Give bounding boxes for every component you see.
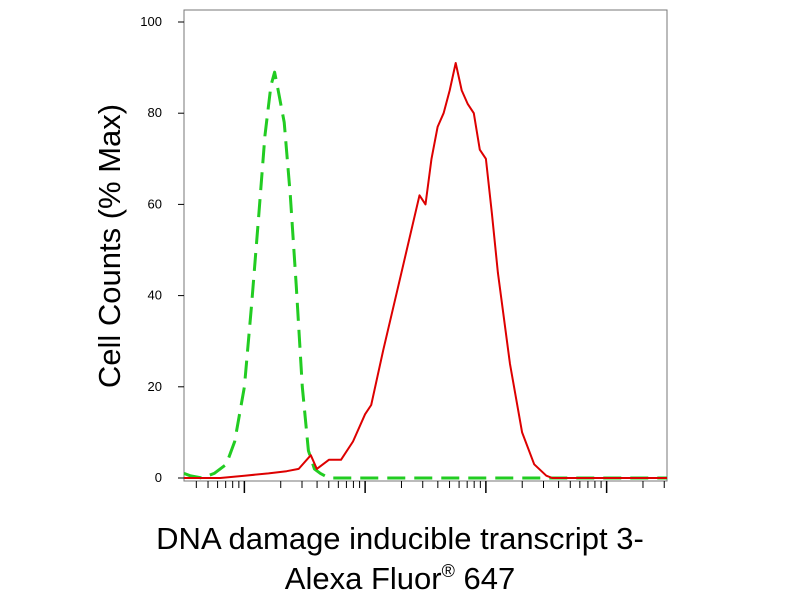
x-axis [195, 481, 665, 493]
y-axis: 0 20 40 60 80 100 [140, 14, 184, 485]
series-line-1 [184, 62, 667, 479]
y-tick-label-0: 0 [155, 470, 162, 485]
plot-frame [183, 9, 668, 482]
y-tick-label-3: 60 [148, 196, 162, 211]
x-axis-label-line2: Alexa Fluor® 647 [0, 561, 800, 601]
registered-mark: ® [441, 561, 455, 581]
series-line-0 [183, 70, 667, 480]
x-axis-label-suffix: 647 [454, 561, 516, 596]
x-axis-label-text: Alexa Fluor [284, 561, 442, 596]
x-axis-label-line1: DNA damage inducible transcript 3- [156, 521, 644, 556]
y-tick-label-2: 40 [148, 288, 162, 303]
y-tick-label-4: 80 [148, 105, 162, 120]
series-layer [183, 62, 667, 480]
y-axis-label: Cell Counts (% Max) [92, 104, 127, 388]
y-tick-label-1: 20 [148, 379, 162, 394]
y-tick-label-5: 100 [140, 14, 162, 29]
